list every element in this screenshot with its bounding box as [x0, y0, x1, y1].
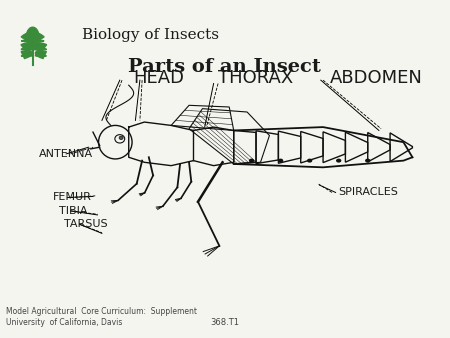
Polygon shape	[21, 32, 35, 43]
Polygon shape	[21, 47, 34, 50]
Text: ANTENNA: ANTENNA	[39, 149, 94, 159]
Circle shape	[336, 159, 342, 163]
Text: Parts of an Insect: Parts of an Insect	[128, 58, 321, 76]
Circle shape	[249, 159, 254, 163]
Text: THORAX: THORAX	[218, 70, 293, 88]
Polygon shape	[27, 37, 39, 40]
Polygon shape	[36, 54, 46, 56]
Text: TARSUS: TARSUS	[64, 219, 108, 229]
Circle shape	[278, 159, 284, 163]
Polygon shape	[21, 51, 32, 58]
Polygon shape	[36, 51, 46, 58]
Ellipse shape	[119, 136, 123, 140]
Text: SPIRACLES: SPIRACLES	[339, 188, 399, 197]
Text: FEMUR: FEMUR	[53, 193, 92, 202]
Polygon shape	[21, 54, 32, 56]
Text: 368.T1: 368.T1	[210, 318, 239, 327]
Polygon shape	[27, 27, 39, 37]
Polygon shape	[34, 43, 47, 52]
Polygon shape	[30, 32, 44, 43]
Text: TIBIA: TIBIA	[59, 206, 88, 216]
Circle shape	[307, 159, 312, 163]
Polygon shape	[21, 43, 34, 52]
Polygon shape	[34, 47, 47, 50]
Polygon shape	[21, 39, 35, 42]
Circle shape	[365, 159, 370, 163]
Text: HEAD: HEAD	[133, 70, 184, 88]
Text: Model Agricultural  Core Curriculum:  Supplement
University  of California, Davi: Model Agricultural Core Curriculum: Supp…	[6, 307, 197, 327]
Polygon shape	[30, 39, 44, 42]
Text: Biology of Insects: Biology of Insects	[82, 28, 219, 42]
Text: ABDOMEN: ABDOMEN	[330, 70, 423, 88]
